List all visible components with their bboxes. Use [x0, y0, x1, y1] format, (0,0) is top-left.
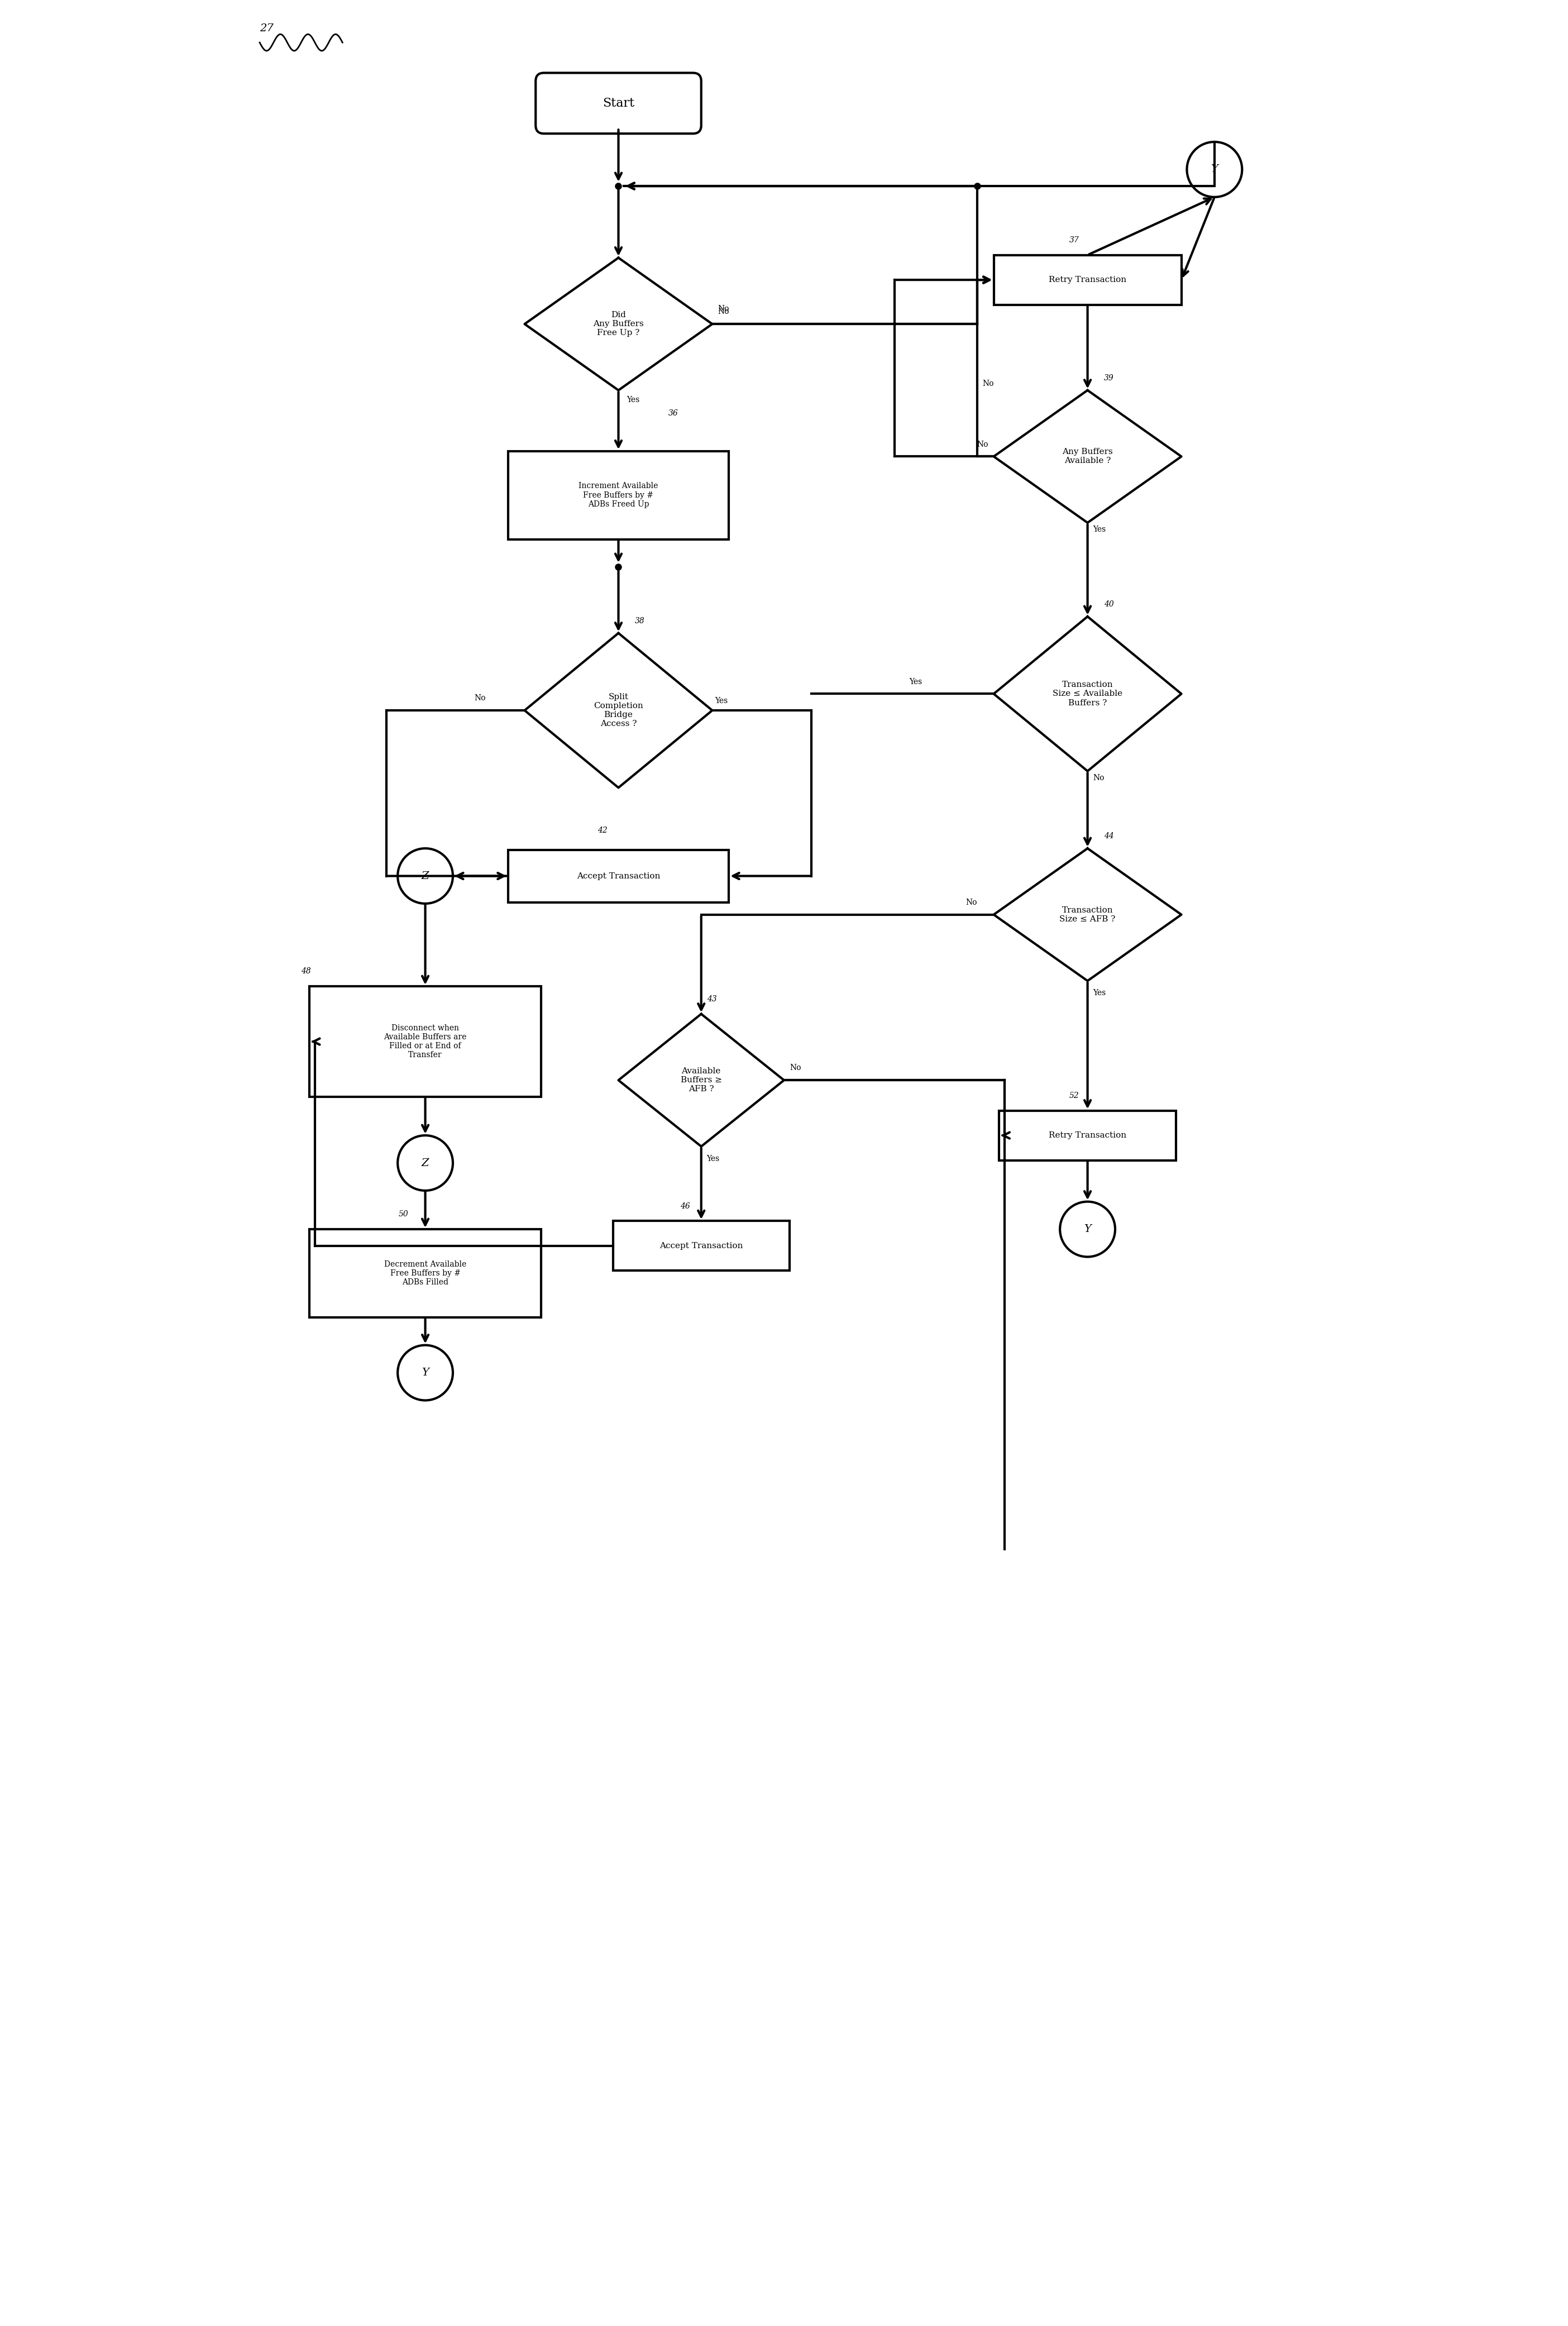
Bar — [309, 986, 541, 1098]
Text: Accept Transaction: Accept Transaction — [660, 1242, 743, 1249]
Text: Split
Completion
Bridge
Access ?: Split Completion Bridge Access ? — [594, 693, 643, 728]
Text: Transaction
Size ≤ AFB ?: Transaction Size ≤ AFB ? — [1060, 907, 1115, 923]
Text: No: No — [718, 307, 729, 316]
Text: 27: 27 — [260, 23, 273, 33]
Text: Yes: Yes — [715, 698, 728, 705]
Text: 50: 50 — [398, 1210, 409, 1219]
Text: 48: 48 — [301, 968, 310, 975]
Text: Yes: Yes — [627, 395, 640, 405]
Text: 42: 42 — [597, 826, 607, 835]
Text: Z: Z — [422, 1158, 430, 1168]
Text: Y: Y — [1210, 165, 1218, 174]
Bar — [994, 256, 1181, 305]
Text: 40: 40 — [1104, 600, 1113, 609]
Text: 38: 38 — [635, 616, 644, 626]
Text: Any Buffers
Available ?: Any Buffers Available ? — [1062, 449, 1113, 465]
Text: Yes: Yes — [909, 677, 922, 686]
Text: Y: Y — [1083, 1223, 1091, 1235]
Text: 44: 44 — [1104, 833, 1113, 840]
Text: 43: 43 — [707, 996, 717, 1003]
Text: No: No — [1093, 775, 1104, 782]
Bar — [613, 1221, 790, 1270]
Text: 52: 52 — [1069, 1091, 1079, 1100]
Text: Accept Transaction: Accept Transaction — [577, 872, 660, 879]
Text: Decrement Available
Free Buffers by #
ADBs Filled: Decrement Available Free Buffers by # AD… — [384, 1261, 466, 1286]
Text: No: No — [982, 379, 994, 388]
Text: Yes: Yes — [707, 1154, 720, 1163]
Text: Z: Z — [422, 870, 430, 882]
Text: No: No — [718, 305, 729, 314]
Text: 46: 46 — [681, 1203, 690, 1210]
Text: Yes: Yes — [1093, 989, 1105, 998]
Text: Yes: Yes — [1093, 526, 1105, 533]
Text: Y: Y — [422, 1368, 430, 1377]
Text: 37: 37 — [1069, 237, 1079, 244]
Text: Transaction
Size ≤ Available
Buffers ?: Transaction Size ≤ Available Buffers ? — [1052, 682, 1123, 707]
Text: No: No — [790, 1063, 801, 1072]
Bar — [508, 849, 729, 902]
Text: Retry Transaction: Retry Transaction — [1049, 1130, 1126, 1140]
Text: Retry Transaction: Retry Transaction — [1049, 277, 1126, 284]
Bar — [309, 1228, 541, 1317]
Text: Available
Buffers ≥
AFB ?: Available Buffers ≥ AFB ? — [681, 1068, 721, 1093]
Text: Increment Available
Free Buffers by #
ADBs Freed Up: Increment Available Free Buffers by # AD… — [579, 481, 659, 507]
Text: 36: 36 — [668, 409, 677, 416]
Text: No: No — [475, 693, 486, 702]
Text: Start: Start — [602, 98, 635, 109]
Bar — [999, 1110, 1176, 1161]
Text: 39: 39 — [1104, 374, 1113, 381]
Text: Did
Any Buffers
Free Up ?: Did Any Buffers Free Up ? — [593, 312, 644, 337]
Bar — [508, 451, 729, 540]
Text: No: No — [977, 440, 988, 449]
Text: No: No — [966, 898, 977, 907]
Text: Disconnect when
Available Buffers are
Filled or at End of
Transfer: Disconnect when Available Buffers are Fi… — [384, 1023, 467, 1058]
